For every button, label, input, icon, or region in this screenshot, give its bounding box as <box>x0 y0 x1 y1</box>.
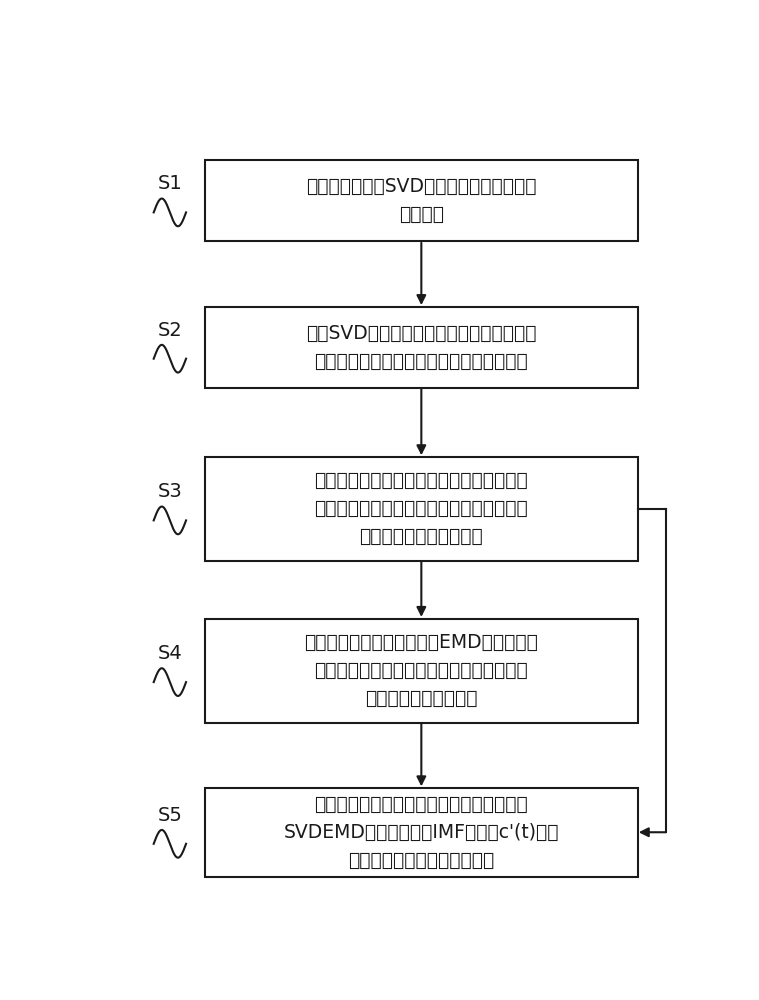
Text: 用奇异值分解法SVD对微地震噪声混合信号
做预处理: 用奇异值分解法SVD对微地震噪声混合信号 做预处理 <box>306 177 537 224</box>
Text: S3: S3 <box>158 482 182 501</box>
Text: 在当前步骤信号和上一步骤信号之间将它们
置于停止状态，并通过固有模式函数和最终
残余分量重复此筛选过程: 在当前步骤信号和上一步骤信号之间将它们 置于停止状态，并通过固有模式函数和最终 … <box>314 471 528 546</box>
Bar <box>205 307 638 388</box>
Text: 对固有模式函数和重构微地震信号，在进行
SVDEMD分解得到新的IMF分量层c'(t)，得
到信噪比高的有效微地震信号: 对固有模式函数和重构微地震信号，在进行 SVDEMD分解得到新的IMF分量层c'… <box>284 795 559 870</box>
Text: S2: S2 <box>158 321 182 340</box>
Text: S5: S5 <box>157 806 182 825</box>
Text: S1: S1 <box>158 174 182 193</box>
Bar <box>205 457 638 561</box>
Bar <box>205 788 638 877</box>
Text: 从经SVD预处理后得到原始信号中除去平均
包络值，让剩余部分信号成为下一步的信号: 从经SVD预处理后得到原始信号中除去平均 包络值，让剩余部分信号成为下一步的信号 <box>306 324 537 371</box>
Text: S4: S4 <box>158 644 182 663</box>
Bar <box>205 160 638 241</box>
Bar <box>205 619 638 723</box>
Text: 利用希尔伯特变换得到通过EMD分解的各个
固有模式函数的频率特性，并计算出相关系
数从而完成信号的重构: 利用希尔伯特变换得到通过EMD分解的各个 固有模式函数的频率特性，并计算出相关系… <box>304 633 538 708</box>
